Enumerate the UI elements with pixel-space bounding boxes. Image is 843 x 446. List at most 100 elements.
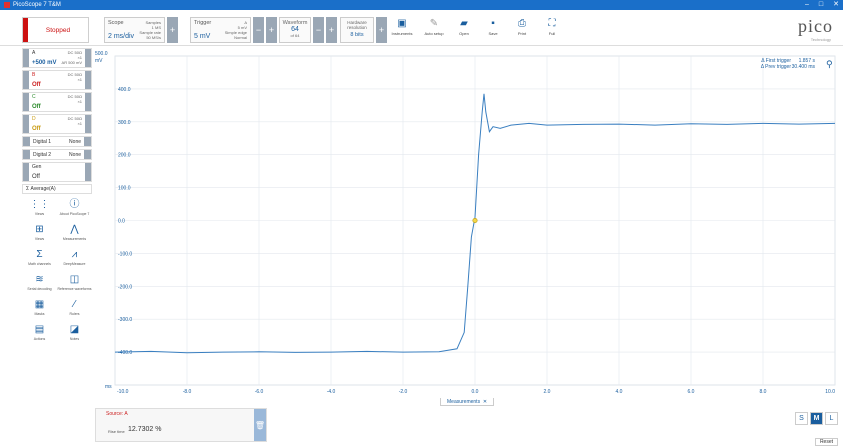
channel-c[interactable]: C Off DC 50Ω ×1 <box>22 92 92 112</box>
measurements-tab[interactable]: Measurements ✕ <box>440 398 495 406</box>
hwres-increase-button[interactable]: + <box>376 17 387 43</box>
notes-button[interactable]: ◪ Notes <box>57 323 92 345</box>
print-button[interactable]: ⎙ Print <box>510 17 534 43</box>
fullscreen-icon: ⛶ <box>548 18 556 29</box>
measurements-button[interactable]: ⋀ Measurements <box>57 223 92 245</box>
masks-icon: ▦ <box>34 299 45 310</box>
channel-c-decrease[interactable] <box>23 93 29 111</box>
y-tick-label: 400.0 <box>118 87 131 93</box>
channel-b[interactable]: B Off DC 50Ω ×1 <box>22 70 92 90</box>
math-channels-button[interactable]: Σ Math channels <box>22 248 57 270</box>
views-icon: ⋮⋮ <box>29 199 50 210</box>
delete-measurement-button[interactable]: 🗑 <box>254 409 266 441</box>
size-l-button[interactable]: L <box>825 412 838 425</box>
fullscreen-button[interactable]: ⛶ Full <box>540 17 564 43</box>
x-tick-label: 10.0 <box>825 389 835 395</box>
reference-button[interactable]: ◫ Reference waveforms <box>57 274 92 291</box>
channel-d-info: DC 50Ω ×1 <box>67 116 82 126</box>
reset-button[interactable]: Reset <box>814 438 838 446</box>
hwres-group[interactable]: Hardware resolution 8 bits <box>340 17 374 43</box>
x-tick-label: 2.0 <box>544 389 551 395</box>
actions-button[interactable]: ▤ Actions <box>22 323 57 345</box>
digital-1[interactable]: Digital 1 None <box>22 136 92 147</box>
instruments-button[interactable]: ▣ Instruments <box>391 18 413 36</box>
close-tab-icon[interactable]: ✕ <box>482 398 488 405</box>
samples-info: Samples 1 MS Sample rate 50 MS/s <box>139 20 161 40</box>
info-icon: ⓘ <box>69 199 80 210</box>
timebase-group[interactable]: Scope 2 ms/div Samples 1 MS Sample rate 50… <box>104 17 165 43</box>
layout-button[interactable]: ⊞ Views <box>22 223 57 245</box>
scope-plot[interactable]: 400.0 300.0 200.0 100.0 0.0 -100.0 -200.0 -300.… <box>93 48 843 398</box>
rulers-button[interactable]: ⁄ Rulers <box>57 298 92 320</box>
side-tools: ⋮⋮ Views ⓘ About PicoScope 7 ⊞ Views ⋀ Measu… <box>22 198 92 345</box>
y-tick-label: 100.0 <box>118 186 131 192</box>
x-tick-labels: -10.0 -8.0 -6.0 -4.0 -2.0 0.0 2.0 4.0 6.0 8.0 10.0 <box>117 389 835 395</box>
x-tick-label: -4.0 <box>327 389 336 395</box>
zoom-icon[interactable]: ⚲ <box>826 60 833 70</box>
channel-c-info: DC 50Ω ×1 <box>67 94 82 104</box>
y-tick-label: 300.0 <box>118 120 131 126</box>
run-stop-button[interactable]: Stopped <box>22 17 89 43</box>
reference-icon: ◫ <box>69 274 80 285</box>
hwres-caption: Hardware resolution <box>347 20 367 30</box>
channel-d-range: Off <box>32 126 41 132</box>
title-bar: PicoScope 7 T&M – □ ✕ <box>0 0 843 10</box>
channel-b-increase[interactable] <box>85 71 91 89</box>
x-tick-label: 4.0 <box>616 389 623 395</box>
y-unit-label: mV <box>95 58 103 64</box>
waveform-caption: Waveform <box>282 20 308 26</box>
channel-d-decrease[interactable] <box>23 115 29 133</box>
rulers-icon: ⁄ <box>73 299 76 310</box>
wrench-icon: ✎ <box>429 18 439 29</box>
serial-decoding-button[interactable]: ≋ Serial decoding <box>22 273 57 295</box>
digital-2[interactable]: Digital 2 None <box>22 149 92 160</box>
size-s-button[interactable]: S <box>795 412 808 425</box>
channel-a-decrease[interactable] <box>23 49 29 67</box>
x-tick-label: 8.0 <box>760 389 767 395</box>
channel-a[interactable]: A +500 mV DC 50Ω ×1 AR 500 mV <box>22 48 92 68</box>
maximize-button[interactable]: □ <box>818 1 824 8</box>
trigger-increase-button[interactable]: + <box>266 17 277 43</box>
channel-a-increase[interactable] <box>85 49 91 67</box>
masks-button[interactable]: ▦ Masks <box>22 298 57 320</box>
timebase-increase-button[interactable]: + <box>167 17 178 43</box>
channel-a-info: DC 50Ω ×1 AR 500 mV <box>61 50 82 65</box>
panel-size-toggle: S M L <box>795 412 838 425</box>
save-button[interactable]: ▪ Save <box>481 17 505 43</box>
waveform-group[interactable]: Waveform 64 of 64 <box>279 17 311 43</box>
y-tick-labels: 400.0 300.0 200.0 100.0 0.0 -100.0 -200.0 -300.… <box>118 87 132 356</box>
layout-icon: ⊞ <box>35 224 44 235</box>
channel-b-range: Off <box>32 82 41 88</box>
x-unit-label: ms <box>105 384 112 390</box>
x-tick-label: -8.0 <box>183 389 192 395</box>
measurement-card[interactable]: Source: A Rise time 12.7302 % 🗑 <box>95 408 267 442</box>
channel-b-name: B <box>32 72 36 78</box>
auto-setup-button[interactable]: ✎ Auto setup <box>422 17 446 43</box>
trigger-marker[interactable] <box>472 218 478 224</box>
average-button[interactable]: Σ Average(A) <box>22 184 92 194</box>
waveform-decrease-button[interactable]: − <box>313 17 324 43</box>
y-tick-label: -100.0 <box>118 251 132 257</box>
channel-d-increase[interactable] <box>85 115 91 133</box>
channel-c-increase[interactable] <box>85 93 91 111</box>
channel-panel: A +500 mV DC 50Ω ×1 AR 500 mV B Off DC 50Ω… <box>22 48 92 388</box>
signal-generator[interactable]: Gen Off <box>22 162 92 182</box>
close-button[interactable]: ✕ <box>833 1 839 8</box>
waveform-increase-button[interactable]: + <box>326 17 337 43</box>
channel-d[interactable]: D Off DC 50Ω ×1 <box>22 114 92 134</box>
about-button[interactable]: ⓘ About PicoScope 7 <box>57 198 92 220</box>
x-tick-label: -2.0 <box>399 389 408 395</box>
x-tick-label: -10.0 <box>117 389 129 395</box>
channel-b-decrease[interactable] <box>23 71 29 89</box>
open-button[interactable]: ▰ Open <box>452 17 476 43</box>
deepmeasure-button[interactable]: ⩘ DeepMeasure <box>57 248 92 270</box>
size-m-button[interactable]: M <box>810 412 823 425</box>
x-tick-label: 0.0 <box>472 389 479 395</box>
trigger-decrease-button[interactable]: − <box>253 17 264 43</box>
views-button[interactable]: ⋮⋮ Views <box>22 198 57 220</box>
minimize-button[interactable]: – <box>804 1 809 8</box>
serial-icon: ≋ <box>35 274 44 285</box>
timebase-value: 2 ms/div <box>108 33 135 40</box>
